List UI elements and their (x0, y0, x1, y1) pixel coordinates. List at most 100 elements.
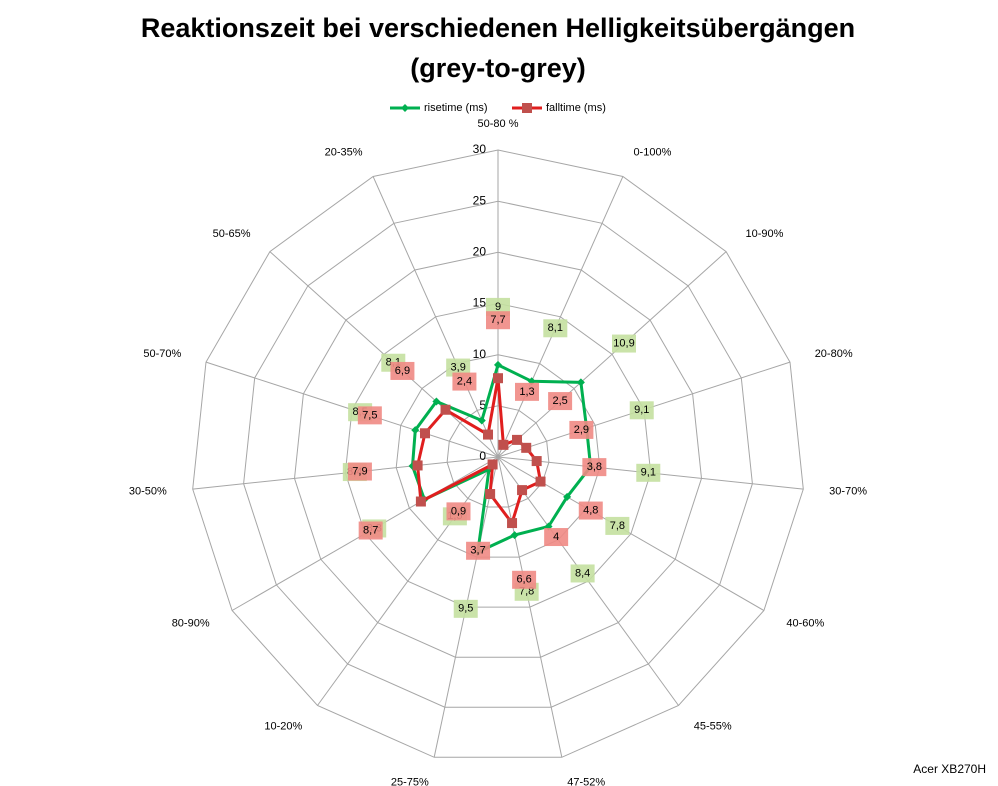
value-label-bg (446, 502, 471, 521)
marker (477, 416, 486, 425)
value-label: 8,4 (575, 567, 590, 579)
r-tick-label: 10 (473, 347, 487, 361)
category-label: 20-80% (815, 348, 853, 360)
value-label-bg (636, 463, 661, 482)
value-label: 3,8 (587, 461, 602, 473)
value-label-bg (358, 521, 383, 540)
legend-marker (401, 104, 409, 112)
marker (432, 397, 441, 406)
value-label: 7,7 (490, 314, 505, 326)
spoke (372, 176, 499, 458)
series-line (410, 362, 593, 555)
marker (485, 489, 496, 500)
value-label-bg (629, 401, 654, 420)
value-label: 2,5 (552, 395, 567, 407)
value-label: 4,8 (583, 504, 598, 516)
value-label-bg (570, 564, 595, 583)
value-label-bg (357, 406, 382, 425)
value-label: 9,5 (458, 603, 473, 615)
value-label-bg (578, 501, 603, 520)
marker (412, 460, 423, 471)
value-label: 0,9 (451, 505, 466, 517)
value-label: 8,1 (548, 322, 563, 334)
footnote: Acer XB270H (913, 762, 986, 776)
r-tick-label: 25 (473, 193, 487, 207)
marker (521, 442, 532, 453)
marker (531, 456, 542, 467)
marker (576, 378, 585, 387)
spoke (497, 176, 624, 458)
legend-marker (522, 103, 532, 113)
value-label-bg (452, 372, 477, 391)
value-label: 7,9 (352, 465, 367, 477)
marker (494, 360, 502, 369)
value-label-bg (390, 361, 415, 380)
category-label: 10-20% (264, 720, 302, 732)
value-label: 10,9 (613, 337, 634, 349)
value-label: 7,5 (362, 409, 377, 421)
value-label-bg (515, 382, 540, 401)
category-label: 25-75% (391, 777, 429, 786)
category-label: 10-90% (745, 228, 783, 240)
value-label: 2,9 (574, 424, 589, 436)
grid-ring (243, 200, 753, 708)
grid-ring (446, 405, 550, 508)
category-label: 50-65% (213, 228, 251, 240)
legend-label: falltime (ms) (546, 102, 606, 114)
value-label: 9 (495, 301, 501, 313)
category-label: 47-52% (567, 777, 605, 786)
value-label: 3,9 (451, 361, 466, 373)
category-label: 0-100% (633, 147, 671, 159)
value-label: 9,1 (641, 467, 656, 479)
chart-title: Reaktionszeit bei verschiedenen Helligke… (141, 13, 855, 43)
value-label-bg (611, 334, 636, 353)
chart-title: (grey-to-grey) (410, 53, 586, 83)
marker (415, 496, 426, 507)
value-label: 9,1 (634, 404, 649, 416)
spoke (497, 251, 727, 458)
category-label: 80-90% (172, 617, 210, 629)
value-label: 8,7 (363, 524, 378, 536)
r-tick-label: 0 (479, 449, 486, 463)
value-label-bg (548, 392, 573, 411)
category-label: 30-50% (129, 486, 167, 498)
marker (535, 476, 546, 487)
category-label: 50-80 % (478, 118, 519, 130)
category-label: 45-55% (694, 720, 732, 732)
value-label-bg (347, 462, 372, 481)
r-tick-label: 5 (479, 398, 486, 412)
marker (493, 373, 503, 384)
legend-label: risetime (ms) (424, 102, 488, 114)
r-tick-label: 20 (473, 245, 487, 259)
value-label: 7,8 (610, 520, 625, 532)
value-label: 3,7 (470, 545, 485, 557)
grid-ring (192, 149, 804, 758)
marker (498, 439, 509, 450)
category-label: 30-70% (829, 486, 867, 498)
r-tick-label: 30 (473, 142, 487, 156)
marker (411, 426, 420, 435)
spoke (497, 456, 563, 758)
marker (517, 485, 528, 496)
marker (507, 518, 518, 529)
grid-ring (344, 302, 652, 608)
marker (483, 429, 494, 440)
value-label: 4 (553, 531, 559, 543)
marker (420, 428, 431, 439)
marker (512, 434, 523, 445)
value-label-bg (569, 420, 594, 439)
marker (487, 459, 498, 470)
value-label-bg (486, 311, 510, 330)
grid-ring (293, 251, 703, 658)
marker (440, 404, 451, 415)
value-label-bg (605, 516, 630, 535)
category-label: 20-35% (325, 147, 363, 159)
value-label-bg (512, 570, 537, 589)
marker (563, 492, 572, 501)
value-label-bg (543, 319, 568, 338)
r-tick-label: 15 (473, 296, 487, 310)
value-label: 6,6 (516, 574, 531, 586)
spoke (317, 456, 499, 706)
value-label-bg (466, 541, 491, 560)
